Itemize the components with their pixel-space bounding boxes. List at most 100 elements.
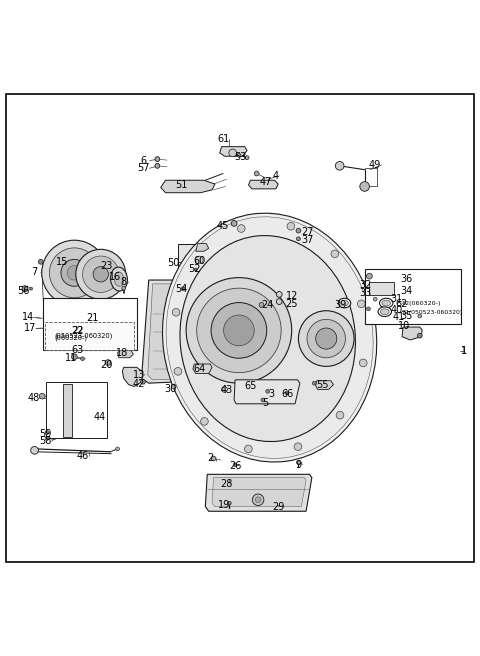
Text: 44: 44 (94, 412, 106, 422)
Polygon shape (118, 350, 133, 358)
Text: 45: 45 (217, 221, 229, 232)
Circle shape (418, 314, 422, 318)
Bar (45, 321, 134, 350)
Circle shape (297, 461, 300, 464)
Text: 42: 42 (133, 379, 145, 389)
Text: 11: 11 (65, 353, 77, 363)
Text: 6: 6 (141, 155, 147, 165)
Text: 58: 58 (39, 436, 52, 446)
Text: 54: 54 (175, 283, 188, 294)
Ellipse shape (62, 338, 80, 350)
Ellipse shape (92, 319, 102, 327)
Polygon shape (220, 147, 247, 156)
Text: 9: 9 (295, 460, 301, 470)
Circle shape (360, 359, 367, 367)
Circle shape (45, 431, 49, 434)
Text: 15: 15 (56, 256, 69, 267)
Text: 66: 66 (282, 389, 294, 400)
Polygon shape (212, 478, 306, 506)
Text: 24: 24 (262, 300, 274, 310)
Circle shape (42, 240, 107, 306)
Ellipse shape (382, 300, 391, 306)
Circle shape (201, 417, 208, 425)
Text: 12: 12 (286, 291, 298, 301)
Polygon shape (122, 367, 143, 386)
Text: 40: 40 (390, 305, 402, 315)
Circle shape (22, 286, 28, 291)
Text: 55: 55 (316, 380, 329, 390)
Circle shape (261, 398, 265, 402)
Text: 22(050523-060320): 22(050523-060320) (401, 310, 462, 315)
Circle shape (197, 288, 281, 373)
Circle shape (233, 463, 237, 466)
Circle shape (360, 182, 370, 192)
Text: 48: 48 (27, 392, 40, 403)
Ellipse shape (338, 298, 351, 308)
Circle shape (276, 291, 282, 297)
Text: 56: 56 (17, 285, 29, 296)
Text: 39: 39 (335, 300, 347, 310)
Circle shape (358, 300, 365, 308)
Text: 19: 19 (218, 500, 231, 510)
Text: 63: 63 (72, 344, 84, 355)
Polygon shape (205, 474, 312, 511)
Ellipse shape (378, 307, 392, 316)
Polygon shape (402, 327, 422, 340)
Text: 37: 37 (301, 236, 313, 245)
Text: 22: 22 (72, 327, 84, 335)
Text: 16: 16 (109, 272, 121, 281)
Circle shape (211, 456, 216, 461)
Circle shape (105, 359, 111, 365)
Polygon shape (148, 284, 205, 380)
Bar (370, 282, 395, 295)
Circle shape (316, 328, 337, 349)
Text: 5: 5 (262, 398, 268, 408)
Circle shape (299, 311, 354, 367)
Circle shape (245, 155, 249, 159)
Text: 33: 33 (360, 289, 372, 298)
Text: 21: 21 (86, 314, 98, 323)
Text: 32: 32 (360, 280, 372, 291)
Text: 7: 7 (31, 268, 37, 277)
Circle shape (307, 319, 346, 358)
Circle shape (72, 354, 77, 359)
Circle shape (186, 277, 292, 383)
Text: 46: 46 (76, 451, 89, 461)
Circle shape (155, 157, 160, 161)
Text: 60: 60 (193, 256, 205, 266)
Circle shape (141, 379, 145, 384)
Text: 57: 57 (138, 163, 150, 173)
Polygon shape (142, 280, 211, 383)
Ellipse shape (166, 216, 373, 459)
Circle shape (76, 249, 126, 299)
Circle shape (331, 250, 339, 258)
Circle shape (155, 163, 160, 168)
Circle shape (228, 501, 231, 505)
Text: 18: 18 (116, 348, 129, 358)
Circle shape (45, 436, 49, 440)
Circle shape (122, 286, 126, 290)
Text: 25: 25 (286, 298, 298, 308)
Circle shape (116, 447, 120, 451)
Text: 31: 31 (390, 294, 402, 304)
Circle shape (373, 297, 377, 301)
Circle shape (255, 497, 261, 502)
Text: (050523-060320): (050523-060320) (55, 333, 113, 339)
Circle shape (224, 315, 254, 346)
Circle shape (336, 161, 344, 170)
Text: 61: 61 (217, 134, 229, 144)
Polygon shape (234, 380, 300, 404)
Text: 14: 14 (22, 312, 34, 323)
Circle shape (171, 384, 176, 389)
Text: 27: 27 (301, 227, 313, 237)
Circle shape (296, 228, 301, 233)
Circle shape (31, 447, 38, 454)
Polygon shape (249, 180, 278, 189)
Text: 59: 59 (39, 428, 52, 439)
Circle shape (195, 256, 203, 264)
Polygon shape (196, 243, 209, 251)
Text: 62: 62 (395, 299, 407, 309)
Text: 3: 3 (268, 389, 274, 400)
Circle shape (211, 302, 267, 358)
Circle shape (194, 268, 197, 271)
